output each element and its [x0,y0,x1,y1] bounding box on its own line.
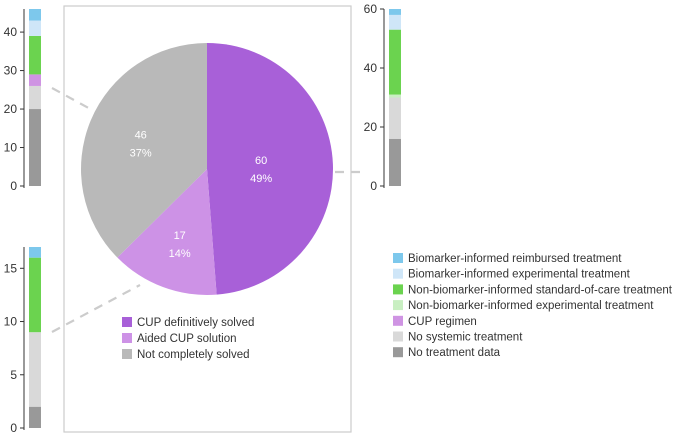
connector-line [51,87,95,112]
pie-slice-value-label: 17 [174,230,186,242]
connector-lines [51,87,362,333]
y-tick-label: 60 [364,2,378,16]
pie-legend-label: Not completely solved [137,349,250,361]
pie-slice-percent-label: 14% [169,248,191,260]
pie-legend-swatch [122,333,132,343]
y-tick-label: 5 [10,368,17,382]
bar-segment-no-treatment-data [29,406,41,428]
treatment-legend-swatch [393,315,403,326]
y-tick-label: 0 [370,179,377,193]
pie-legend-swatch [122,349,132,359]
treatment-legend-swatch [393,253,403,263]
bar-segment-cup-regimen [29,74,41,86]
treatment-legend-label: Biomarker-informed reimbursed treatment [408,253,622,265]
pie-slice-value-label: 46 [135,129,147,141]
pie-legend-label: CUP definitively solved [137,317,254,329]
pie-legend: CUP definitively solved Aided CUP solutio… [122,317,254,361]
y-tick-label: 30 [4,64,18,78]
treatment-legend-label: Non-biomarker-informed experimental trea… [408,300,654,312]
treatment-legend-label: No systemic treatment [408,332,523,344]
bar-segment-non-biomarker-informed-experimental-treatment [389,94,401,98]
y-tick-label: 15 [4,261,18,275]
stacked-bar-top-left: 0 10 20 30 40 [4,9,41,193]
stacked-bar-right: 0 20 40 60 [364,2,401,193]
bar-segment-non-biomarker-informed-standard-of-care-treatment [29,35,41,75]
bar-segment-no-systemic-treatment [29,85,41,110]
bar-segment-biomarker-informed-experimental-treatment [29,20,41,36]
pie-slice-percent-label: 49% [250,173,272,185]
pie-slice-not-completely-solved [81,43,207,258]
pie-legend-swatch [122,317,132,327]
treatment-legend-swatch [393,347,403,358]
y-tick-label: 10 [4,315,18,329]
pie-slice-value-label: 60 [255,155,267,167]
y-tick-label: 0 [10,179,17,193]
stacked-bar-bottom-left: 0 5 10 15 [4,247,41,435]
pie-slice-aided-cup-solution [117,169,217,295]
bar-segment-biomarker-informed-reimbursed-treatment [29,247,41,258]
bar-segment-biomarker-informed-reimbursed-treatment [29,9,41,21]
treatment-legend-swatch [393,268,403,279]
y-tick-label: 40 [364,61,378,75]
connector-line [51,284,141,333]
pie-slice-percent-label: 37% [130,147,152,159]
bar-segment-no-systemic-treatment [29,332,41,407]
bar-segment-no-treatment-data [389,138,401,186]
treatment-legend: Biomarker-informed reimbursed treatment B… [393,253,673,359]
y-tick-label: 20 [364,120,378,134]
bar-segment-biomarker-informed-experimental-treatment [389,14,401,30]
treatment-legend-swatch [393,300,403,311]
treatment-legend-label: Non-biomarker-informed standard-of-care … [408,284,673,296]
pie-slice-cup-definitively-solved [207,43,334,295]
treatment-legend-swatch [393,331,403,342]
pie-chart: 60 49% 17 14% 46 37% [81,43,334,295]
bar-segment-non-biomarker-informed-standard-of-care-treatment [29,257,41,333]
treatment-legend-label: Biomarker-informed experimental treatmen… [408,269,631,281]
y-tick-label: 0 [10,421,17,435]
y-tick-label: 20 [4,102,18,116]
y-tick-label: 10 [4,141,18,155]
treatment-legend-label: CUP regimen [408,316,477,328]
treatment-legend-label: No treatment data [408,347,501,359]
bar-segment-no-treatment-data [29,109,41,186]
bar-segment-non-biomarker-informed-standard-of-care-treatment [389,29,401,95]
bar-segment-no-systemic-treatment [389,97,401,139]
y-tick-label: 40 [4,25,18,39]
pie-legend-label: Aided CUP solution [137,333,237,345]
bar-segment-biomarker-informed-reimbursed-treatment [389,9,401,15]
treatment-legend-swatch [393,284,403,295]
pie-panel-frame [63,5,352,433]
